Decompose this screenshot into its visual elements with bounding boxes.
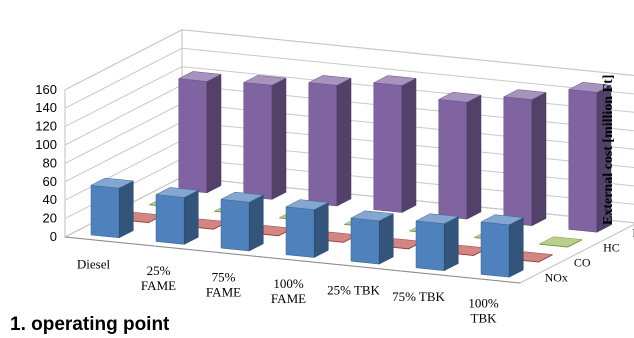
bar-pm-5 (437, 91, 482, 220)
bar-nox-6 (415, 213, 460, 272)
category-label: 25% FAME (141, 263, 176, 293)
series-label-pm: PM (632, 226, 634, 240)
bar-pm-6 (502, 89, 547, 227)
bar-pm-1 (177, 71, 222, 194)
bar-nox-4 (285, 199, 330, 258)
y-axis-ticks: 0 20 40 60 80 100 120 140 160 (35, 82, 57, 244)
gridline (64, 66, 634, 128)
series-label-co: CO (574, 256, 591, 270)
gridline (64, 29, 634, 91)
category-label: Diesel (77, 256, 111, 271)
bar-hc-7 (538, 236, 583, 248)
category-label: 100% TBK (468, 296, 499, 326)
y-axis-label: External cost [million Ft] (601, 75, 616, 225)
bar-pm-4 (372, 75, 417, 213)
series-depth-labels: NOx CO HC PM (545, 226, 634, 285)
category-label: 75% FAME (206, 269, 241, 299)
bar-nox-2 (155, 187, 200, 245)
category-label: 100% FAME (271, 276, 306, 306)
y-tick-label: 20 (43, 211, 57, 226)
y-tick-label: 40 (43, 192, 57, 207)
series-label-nox: NOx (545, 271, 568, 285)
x-axis-line (64, 236, 521, 284)
y-tick-label: 60 (43, 174, 57, 189)
bar-nox-5 (350, 210, 395, 265)
bar-pm-2 (242, 75, 287, 200)
y-tick-label: 80 (43, 155, 57, 170)
bar-nox-7 (480, 214, 525, 278)
category-label: 75% TBK (392, 289, 445, 304)
y-tick-label: 140 (35, 100, 57, 115)
bar-nox-3 (220, 191, 265, 252)
series-label-hc: HC (603, 241, 620, 255)
bars (90, 71, 612, 278)
caption: 1. operating point (10, 314, 170, 335)
y-tick-label: 120 (35, 119, 57, 134)
x-axis-categories: Diesel 25% FAME 75% FAME 100% FAME 25% TBK 75% T… (77, 256, 499, 325)
bar-nox-1 (90, 177, 135, 239)
y-tick-label: 100 (35, 137, 57, 152)
category-label: 25% TBK (327, 283, 380, 298)
gridline (64, 47, 634, 109)
bar-pm-3 (307, 75, 352, 207)
y-tick-label: 160 (35, 82, 57, 97)
bar-pm-7 (567, 82, 612, 233)
y-tick-label: 0 (50, 229, 57, 244)
